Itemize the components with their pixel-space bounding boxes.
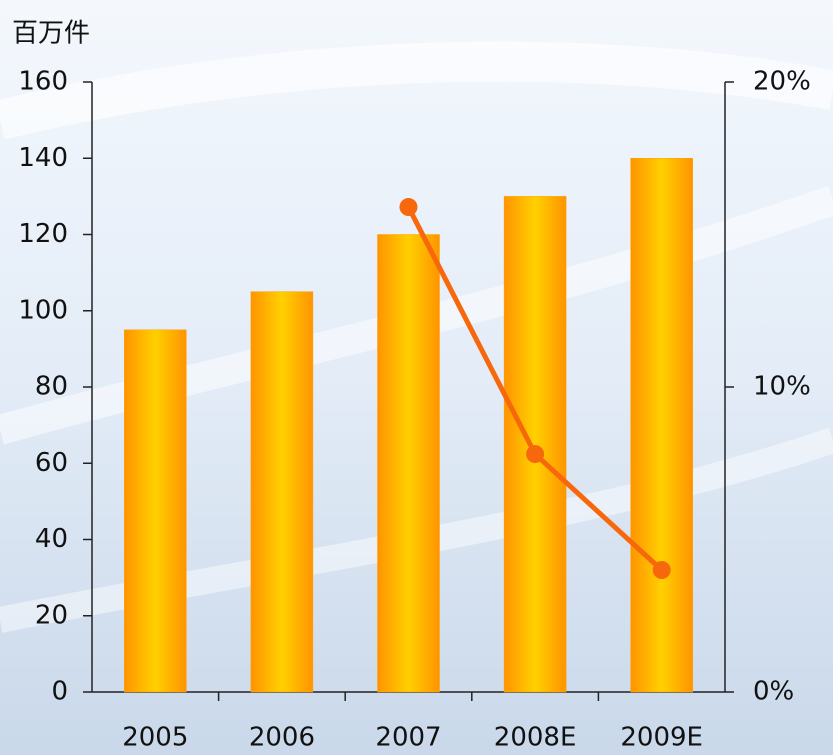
line-point [399, 198, 418, 217]
y-tick-label: 20 [35, 600, 68, 630]
bar [377, 234, 440, 693]
y-tick-label: 160 [18, 67, 68, 97]
y-tick-label: 120 [18, 219, 68, 249]
y-tick-label: 80 [35, 372, 68, 402]
y2-tick-label: 20% [753, 67, 811, 97]
line-point [526, 445, 545, 464]
bar [124, 329, 187, 693]
y-tick-label: 140 [18, 143, 68, 173]
y-tick-label: 40 [35, 524, 68, 554]
bar [250, 291, 314, 693]
y-axis-label: 百万件 [12, 19, 90, 49]
x-tick-label: 2005 [122, 723, 188, 753]
swoosh [0, 41, 833, 140]
y-tick-label: 0 [51, 677, 68, 707]
y2-tick-label: 0% [753, 677, 794, 707]
y-tick-label: 60 [35, 448, 68, 478]
bar [630, 158, 693, 693]
y2-tick-label: 10% [753, 372, 811, 402]
bar [503, 196, 567, 693]
x-tick-label: 2009E [620, 723, 703, 753]
x-tick-label: 2007 [375, 723, 441, 753]
y-tick-label: 100 [18, 295, 68, 325]
x-tick-label: 2006 [249, 723, 315, 753]
x-tick-label: 2008E [494, 723, 577, 753]
line-point [652, 561, 671, 579]
